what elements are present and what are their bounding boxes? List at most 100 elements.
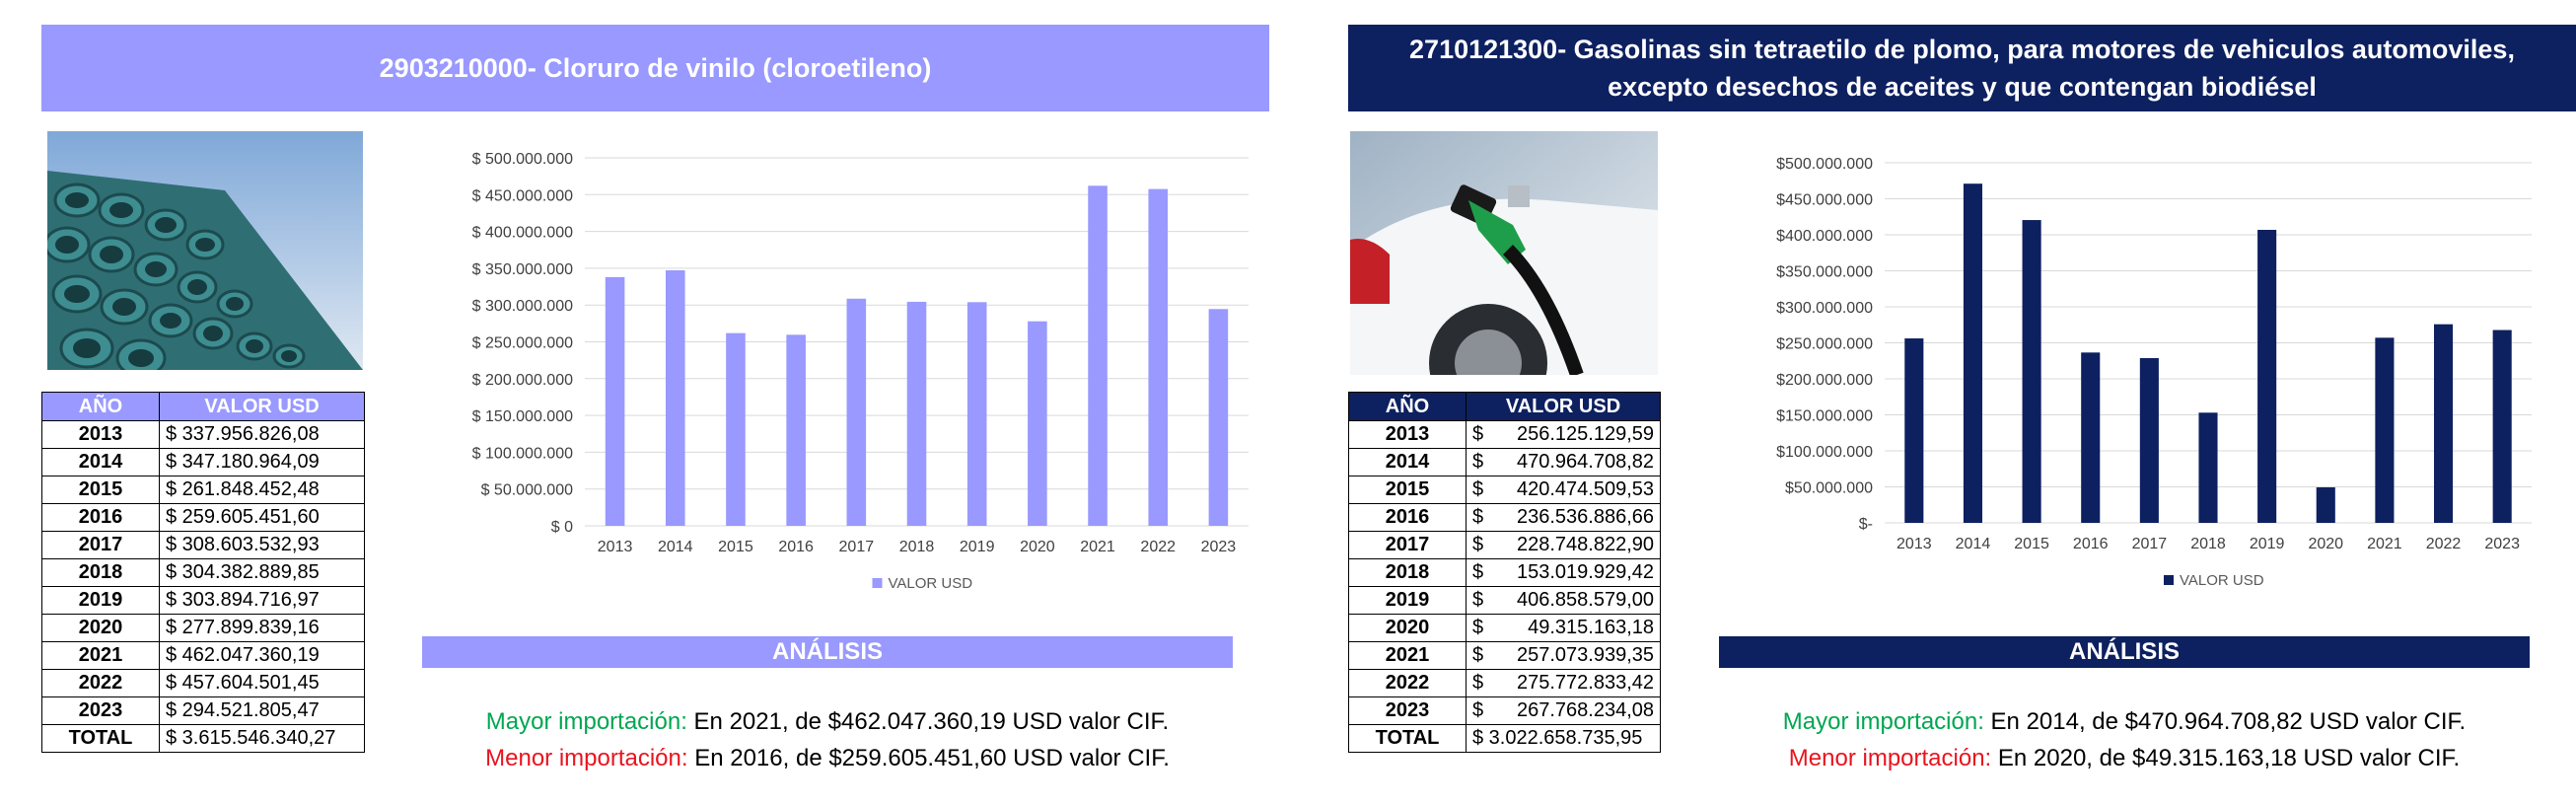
header-year: AÑO	[41, 392, 160, 421]
x-tick-label: 2022	[1140, 539, 1176, 555]
legend-label: VALOR USD	[889, 575, 973, 592]
x-tick-label: 2015	[718, 539, 753, 555]
value-wrap: $236.536.886,66	[1472, 506, 1654, 529]
legend-swatch	[2164, 575, 2174, 585]
total-value: $ 3.022.658.735,95	[1466, 724, 1661, 753]
table-row: 2019 $406.858.579,00	[1348, 586, 1661, 615]
table-row: 2015 $420.474.509,53	[1348, 476, 1661, 504]
panel-cloruro-vinilo: 2903210000- Cloruro de vinilo (cloroetil…	[41, 0, 1269, 806]
value-wrap: $153.019.929,42	[1472, 561, 1654, 584]
table-row: 2016 $236.536.886,66	[1348, 503, 1661, 532]
mayor-line: Mayor importación: En 2014, de $470.964.…	[1719, 703, 2530, 740]
left-analysis-header: ANÁLISIS	[422, 636, 1233, 668]
y-tick-label: $ 500.000.000	[472, 151, 573, 168]
table-row: 2021 $257.073.939,35	[1348, 641, 1661, 670]
left-title: 2903210000- Cloruro de vinilo (cloroetil…	[41, 25, 1269, 111]
mayor-text: En 2021, de $462.047.360,19 USD valor CI…	[686, 708, 1170, 735]
fuel-nozzle-car-photo	[1350, 131, 1658, 375]
total-row: TOTAL $ 3.615.546.340,27	[41, 724, 365, 753]
legend-swatch	[872, 578, 883, 588]
total-label: TOTAL	[41, 724, 160, 753]
y-tick-label: $ 0	[551, 519, 573, 536]
left-data-table: AÑO VALOR USD 2013 $ 337.956.826,08 2014 $ …	[41, 392, 365, 753]
currency-symbol: $	[1472, 672, 1484, 694]
total-value: $ 3.615.546.340,27	[159, 724, 365, 753]
year-cell: 2013	[41, 420, 160, 449]
value-cell: $257.073.939,35	[1466, 641, 1661, 670]
value-amount: 420.474.509,53	[1516, 478, 1654, 500]
bar-2023	[2492, 330, 2512, 523]
x-tick-label: 2018	[899, 539, 935, 555]
table-row: 2019 $ 303.894.716,97	[41, 586, 365, 615]
bar-2020	[1028, 321, 1047, 526]
value-cell: $ 347.180.964,09	[159, 448, 365, 476]
bar-2019	[966, 302, 987, 526]
y-tick-label: $ 350.000.000	[472, 261, 573, 278]
y-tick-label: $50.000.000	[1785, 480, 1873, 497]
x-tick-label: 2016	[778, 539, 814, 555]
y-tick-label: $200.000.000	[1776, 372, 1873, 389]
value-cell: $236.536.886,66	[1466, 503, 1661, 532]
year-cell: 2022	[41, 669, 160, 697]
year-cell: 2019	[1348, 586, 1467, 615]
analysis-heading: ANÁLISIS	[771, 638, 883, 665]
currency-symbol: $	[1472, 478, 1484, 500]
bar-2017	[2139, 358, 2159, 523]
y-tick-label: $500.000.000	[1776, 156, 1873, 173]
value-cell: $406.858.579,00	[1466, 586, 1661, 615]
year-cell: 2019	[41, 586, 160, 615]
year-cell: 2018	[1348, 558, 1467, 587]
value-cell: $ 308.603.532,93	[159, 531, 365, 559]
value-cell: $256.125.129,59	[1466, 420, 1661, 449]
value-amount: 275.772.833,42	[1516, 672, 1654, 694]
bar-2017	[846, 298, 867, 526]
x-tick-label: 2014	[658, 539, 693, 555]
bar-2013	[605, 276, 625, 526]
bar-2018	[906, 301, 927, 526]
year-cell: 2023	[1348, 696, 1467, 725]
value-amount: 267.768.234,08	[1516, 699, 1654, 721]
y-tick-label: $350.000.000	[1776, 264, 1873, 281]
x-tick-label: 2021	[1080, 539, 1115, 555]
menor-label: Menor importación:	[1788, 745, 1992, 771]
value-amount: 228.748.822,90	[1516, 534, 1654, 555]
y-tick-label: $ 450.000.000	[472, 187, 573, 204]
value-cell: $ 259.605.451,60	[159, 503, 365, 532]
value-cell: $420.474.509,53	[1466, 476, 1661, 504]
y-tick-label: $ 200.000.000	[472, 372, 573, 389]
mayor-text: En 2014, de $470.964.708,82 USD valor CI…	[1983, 708, 2467, 735]
legend-label: VALOR USD	[2180, 572, 2264, 589]
bar-2015	[726, 332, 746, 526]
mayor-line: Mayor importación: En 2021, de $462.047.…	[422, 703, 1233, 740]
right-title-line1: 2710121300- Gasolinas sin tetraetilo de …	[1409, 35, 2515, 64]
currency-symbol: $	[1472, 644, 1484, 666]
right-data-table: AÑO VALOR USD 2013 $256.125.129,59 2014 $47…	[1348, 392, 1661, 753]
value-wrap: $406.858.579,00	[1472, 589, 1654, 612]
year-cell: 2016	[1348, 503, 1467, 532]
value-amount: 257.073.939,35	[1516, 644, 1654, 666]
right-analysis-header: ANÁLISIS	[1719, 636, 2530, 668]
y-tick-label: $400.000.000	[1776, 228, 1873, 245]
bar-2021	[2375, 337, 2395, 523]
header-value: VALOR USD	[159, 392, 365, 421]
total-label: TOTAL	[1348, 724, 1467, 753]
year-cell: 2017	[41, 531, 160, 559]
y-tick-label: $300.000.000	[1776, 300, 1873, 317]
value-cell: $ 457.604.501,45	[159, 669, 365, 697]
y-tick-label: $ 150.000.000	[472, 408, 573, 425]
value-cell: $267.768.234,08	[1466, 696, 1661, 725]
value-wrap: $420.474.509,53	[1472, 478, 1654, 501]
value-cell: $ 277.899.839,16	[159, 614, 365, 642]
year-cell: 2014	[1348, 448, 1467, 476]
x-tick-label: 2020	[1020, 539, 1055, 555]
bar-2019	[2257, 229, 2277, 524]
currency-symbol: $	[1472, 534, 1484, 555]
y-tick-label: $ 50.000.000	[481, 482, 574, 499]
y-tick-label: $ 250.000.000	[472, 335, 573, 352]
table-row: 2013 $ 337.956.826,08	[41, 420, 365, 449]
year-cell: 2022	[1348, 669, 1467, 697]
table-header-row: AÑO VALOR USD	[41, 392, 365, 421]
value-amount: 49.315.163,18	[1528, 617, 1654, 638]
x-tick-label: 2022	[2426, 536, 2462, 552]
bar-2021	[1088, 185, 1108, 526]
